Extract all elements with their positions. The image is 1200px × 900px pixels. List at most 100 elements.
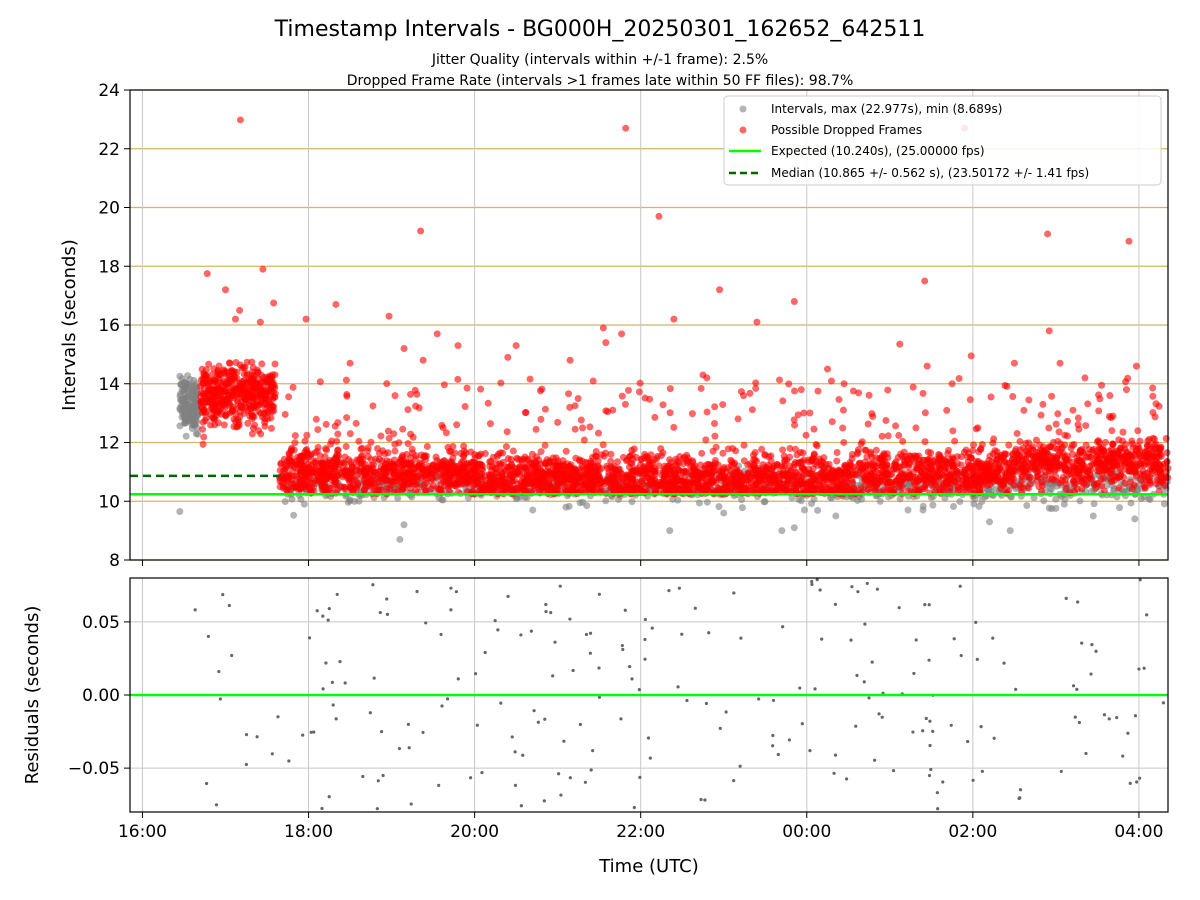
dropped-frame-point <box>1126 467 1134 475</box>
dropped-frame-point <box>225 372 233 380</box>
dropped-frame-point <box>692 479 700 487</box>
dropped-frame-point <box>1016 438 1024 446</box>
dropped-frame-point <box>802 468 810 476</box>
dropped-frame-point <box>307 475 315 483</box>
dropped-frame-point <box>571 425 579 433</box>
interval-point <box>562 503 570 511</box>
dropped-frame-point <box>861 481 869 489</box>
dropped-frame-point <box>342 376 350 384</box>
dropped-frame-point <box>892 461 900 469</box>
dropped-frame-point <box>988 465 996 473</box>
interval-point <box>904 506 912 514</box>
interval-point <box>184 412 192 420</box>
dropped-frame-point <box>334 471 342 479</box>
dropped-frame-point <box>355 437 363 445</box>
dropped-frame-point <box>394 481 402 489</box>
dropped-frame-point <box>1074 414 1082 422</box>
dropped-frame-point <box>666 409 674 417</box>
dropped-frame-point <box>516 471 524 479</box>
interval-point <box>1089 512 1097 520</box>
dropped-frame-point <box>558 467 566 475</box>
interval-point <box>1048 485 1056 493</box>
dropped-frame-point <box>497 478 505 486</box>
chart-title: Timestamp Intervals - BG000H_20250301_16… <box>274 17 926 42</box>
dropped-frame-point <box>832 483 840 491</box>
dropped-frame-point <box>793 480 801 488</box>
interval-point <box>176 508 184 516</box>
dropped-frame-point <box>702 436 710 444</box>
dropped-frame-point <box>249 412 257 420</box>
dropped-frame-point <box>210 393 218 401</box>
dropped-frame-point <box>268 424 276 432</box>
dropped-frame-point <box>1054 410 1062 418</box>
dropped-frame-point <box>541 476 549 484</box>
dropped-frame-point <box>452 479 460 487</box>
dropped-frame-point <box>594 429 602 437</box>
dropped-frame-point <box>1130 450 1138 458</box>
dropped-frame-point <box>1008 463 1016 471</box>
dropped-frame-point <box>858 438 866 446</box>
dropped-frame-point <box>1086 462 1094 470</box>
dropped-frame-point <box>683 457 691 465</box>
dropped-frame-point <box>218 401 226 409</box>
dropped-frame-point <box>951 437 959 445</box>
interval-point <box>1040 497 1048 505</box>
dropped-frame-point <box>1073 465 1081 473</box>
interval-point <box>438 496 446 504</box>
dropped-frame-point <box>727 456 735 464</box>
dropped-frame-point <box>758 445 766 453</box>
dropped-frame-point <box>1090 445 1098 453</box>
dropped-frame-point <box>594 462 602 470</box>
dropped-frame-point <box>501 487 509 495</box>
dropped-frame-point <box>523 462 531 470</box>
dropped-frame-point <box>800 456 808 464</box>
dropped-frame-point <box>198 365 206 373</box>
dropped-frame-point <box>1000 458 1008 466</box>
dropped-frame-point <box>986 452 994 460</box>
dropped-frame-point <box>649 466 657 474</box>
dropped-frame-point <box>479 466 487 474</box>
dropped-frame-point <box>862 464 870 472</box>
dropped-frame-point <box>681 478 689 486</box>
dropped-frame-point <box>537 466 545 474</box>
dropped-frame-point <box>808 470 816 478</box>
dropped-frame-point <box>444 483 452 491</box>
interval-point <box>181 419 189 427</box>
dropped-frame-point <box>1163 449 1171 457</box>
dropped-frame-point <box>454 468 462 476</box>
dropped-frame-point <box>298 481 306 489</box>
dropped-frame-point <box>412 487 420 495</box>
dropped-frame-point <box>1127 478 1135 486</box>
dropped-frame-point <box>340 466 348 474</box>
dropped-frame-point <box>1119 437 1127 445</box>
dropped-frame-point <box>281 461 289 469</box>
dropped-frame-point <box>470 472 478 480</box>
dropped-frame-point <box>580 481 588 489</box>
dropped-frame-point <box>899 437 907 445</box>
dropped-frame-point <box>1154 466 1162 474</box>
dropped-frame-point <box>204 381 212 389</box>
dropped-frame-point <box>271 384 279 392</box>
interval-point <box>182 432 190 440</box>
dropped-frame-point <box>514 455 522 463</box>
dropped-frame-point <box>541 441 549 449</box>
interval-point <box>1030 494 1038 502</box>
dropped-frame-point <box>1086 474 1094 482</box>
dropped-frame-point <box>630 445 638 453</box>
dropped-frame-point <box>326 456 334 464</box>
dropped-frame-point <box>358 452 366 460</box>
dropped-frame-point <box>872 446 880 454</box>
dropped-frame-point <box>612 480 620 488</box>
dropped-frame-point <box>574 394 582 402</box>
dropped-frame-point <box>1097 448 1105 456</box>
dropped-frame-point <box>935 450 943 458</box>
dropped-frame-point <box>669 473 677 481</box>
interval-point <box>400 521 408 529</box>
dropped-frame-point <box>1016 482 1024 490</box>
dropped-frame-point <box>608 475 616 483</box>
dropped-frame-point <box>438 421 446 429</box>
dropped-frame-point <box>1020 406 1028 414</box>
dropped-frame-point <box>786 444 794 452</box>
dropped-frame-point <box>299 462 307 470</box>
dropped-frame-point <box>415 472 423 480</box>
